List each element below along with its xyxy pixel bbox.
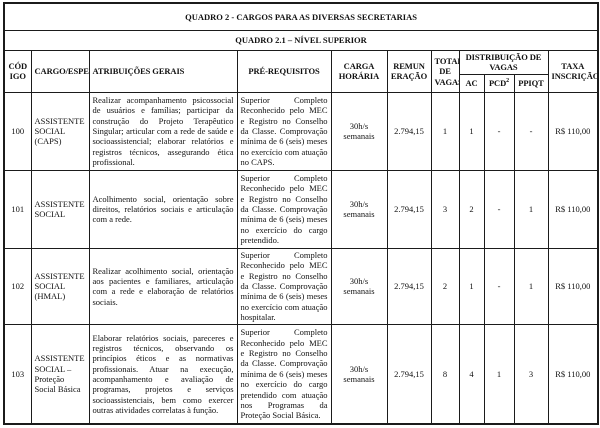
cell-pre-requisitos: Superior Completo Reconhecido pelo MEC e… [236, 169, 332, 249]
cell-ppiqt: 1 [513, 247, 549, 325]
cell-ppiqt: - [513, 91, 549, 171]
cell-taxa: R$ 110,00 [547, 169, 599, 249]
table-title-row: QUADRO 2 - CARGOS PARA AS DIVERSAS SECRE… [3, 2, 599, 31]
cell-ac: 4 [458, 323, 485, 425]
col-header-cargo-especialidade: CARGO/ESPECIALIDADE [30, 50, 90, 93]
cell-codigo: 100 [3, 91, 32, 171]
cell-pre-requisitos: Superior Completo Reconhecido pelo MEC e… [236, 323, 332, 425]
cell-ppiqt: 3 [513, 323, 549, 425]
cell-taxa: R$ 110,00 [547, 91, 599, 171]
cell-pcd: 1 [483, 323, 515, 425]
cell-codigo: 103 [3, 323, 32, 425]
vacancies-table: QUADRO 2 - CARGOS PARA AS DIVERSAS SECRE… [3, 2, 600, 426]
col-header-total-de-vagas: TOTAL DE VAGAS [430, 50, 460, 93]
cell-cargo: ASSISTENTE SOCIAL – Proteção Social Bási… [30, 323, 90, 425]
col-header-remuneracao: REMUNERAÇÃO [386, 50, 432, 93]
col-header-atribuicoes-gerais: ATRIBUIÇÕES GERAIS [88, 50, 238, 93]
cell-pcd: - [483, 91, 515, 171]
cell-total-vagas: 2 [430, 247, 460, 325]
cell-ac: 2 [458, 169, 485, 249]
cell-carga-horaria: 30h/s semanais [330, 323, 388, 425]
col-header-codigo: CÓDIGO [3, 50, 32, 93]
cell-remuneracao: 2.794,15 [386, 323, 432, 425]
cell-ppiqt: 1 [513, 169, 549, 249]
cell-ac: 1 [458, 247, 485, 325]
col-header-pcd: PCD2 [483, 73, 515, 93]
col-header-pre-requisitos: PRÉ-REQUISITOS [236, 50, 332, 93]
cell-pre-requisitos: Superior Completo Reconhecido pelo MEC e… [236, 247, 332, 325]
col-header-taxa-inscricao: TAXA INSCRIÇÃO [547, 50, 599, 93]
cell-atribuicoes: Elaborar relatórios sociais, pareceres e… [88, 323, 238, 425]
cell-pcd: - [483, 247, 515, 325]
cell-cargo: ASSISTENTE SOCIAL [30, 169, 90, 249]
table-title: QUADRO 2 - CARGOS PARA AS DIVERSAS SECRE… [3, 2, 599, 31]
col-header-carga-horaria: CARGA HORÁRIA [330, 50, 388, 93]
table-row-101: 101 ASSISTENTE SOCIAL Acolhimento social… [3, 169, 599, 249]
cell-remuneracao: 2.794,15 [386, 91, 432, 171]
cell-ac: 1 [458, 91, 485, 171]
table-subtitle: QUADRO 2.1 – NÍVEL SUPERIOR [3, 30, 599, 51]
cell-carga-horaria: 30h/s semanais [330, 169, 388, 249]
col-header-ac: AC [458, 73, 485, 93]
cell-cargo: ASSISTENTE SOCIAL (CAPS) [30, 91, 90, 171]
col-header-distribuicao-de-vagas: DISTRIBUIÇÃO DE VAGAS [458, 50, 549, 75]
cell-atribuicoes: Realizar acompanhamento psicossocial de … [88, 91, 238, 171]
col-header-pcd-footnote: 2 [506, 78, 510, 85]
cell-taxa: R$ 110,00 [547, 247, 599, 325]
table-row-102: 102 ASSISTENTE SOCIAL (HMAL) Realizar ac… [3, 247, 599, 325]
cell-atribuicoes: Realizar acolhimento social, orientação … [88, 247, 238, 325]
cell-atribuicoes: Acolhimento social, orientação sobre dir… [88, 169, 238, 249]
cell-remuneracao: 2.794,15 [386, 247, 432, 325]
cell-carga-horaria: 30h/s semanais [330, 91, 388, 171]
table-row-103: 103 ASSISTENTE SOCIAL – Proteção Social … [3, 323, 599, 425]
col-header-ppiqt: PPIQT [513, 73, 549, 93]
cell-carga-horaria: 30h/s semanais [330, 247, 388, 325]
header-row-top: CÓDIGO CARGO/ESPECIALIDADE ATRIBUIÇÕES G… [3, 50, 599, 93]
cell-taxa: R$ 110,00 [547, 323, 599, 425]
table-subtitle-row: QUADRO 2.1 – NÍVEL SUPERIOR [3, 30, 599, 51]
cell-codigo: 101 [3, 169, 32, 249]
cell-codigo: 102 [3, 247, 32, 325]
cell-pre-requisitos: Superior Completo Reconhecido pelo MEC e… [236, 91, 332, 171]
col-header-pcd-label: PCD [488, 78, 507, 89]
header-row-bottom: AC PCD2 PPIQT [4, 73, 598, 93]
table-row-100: 100 ASSISTENTE SOCIAL (CAPS) Realizar ac… [3, 91, 599, 171]
cell-cargo: ASSISTENTE SOCIAL (HMAL) [30, 247, 90, 325]
cell-pcd: - [483, 169, 515, 249]
cell-total-vagas: 8 [430, 323, 460, 425]
cell-remuneracao: 2.794,15 [386, 169, 432, 249]
cell-total-vagas: 3 [430, 169, 460, 249]
cell-total-vagas: 1 [430, 91, 460, 171]
